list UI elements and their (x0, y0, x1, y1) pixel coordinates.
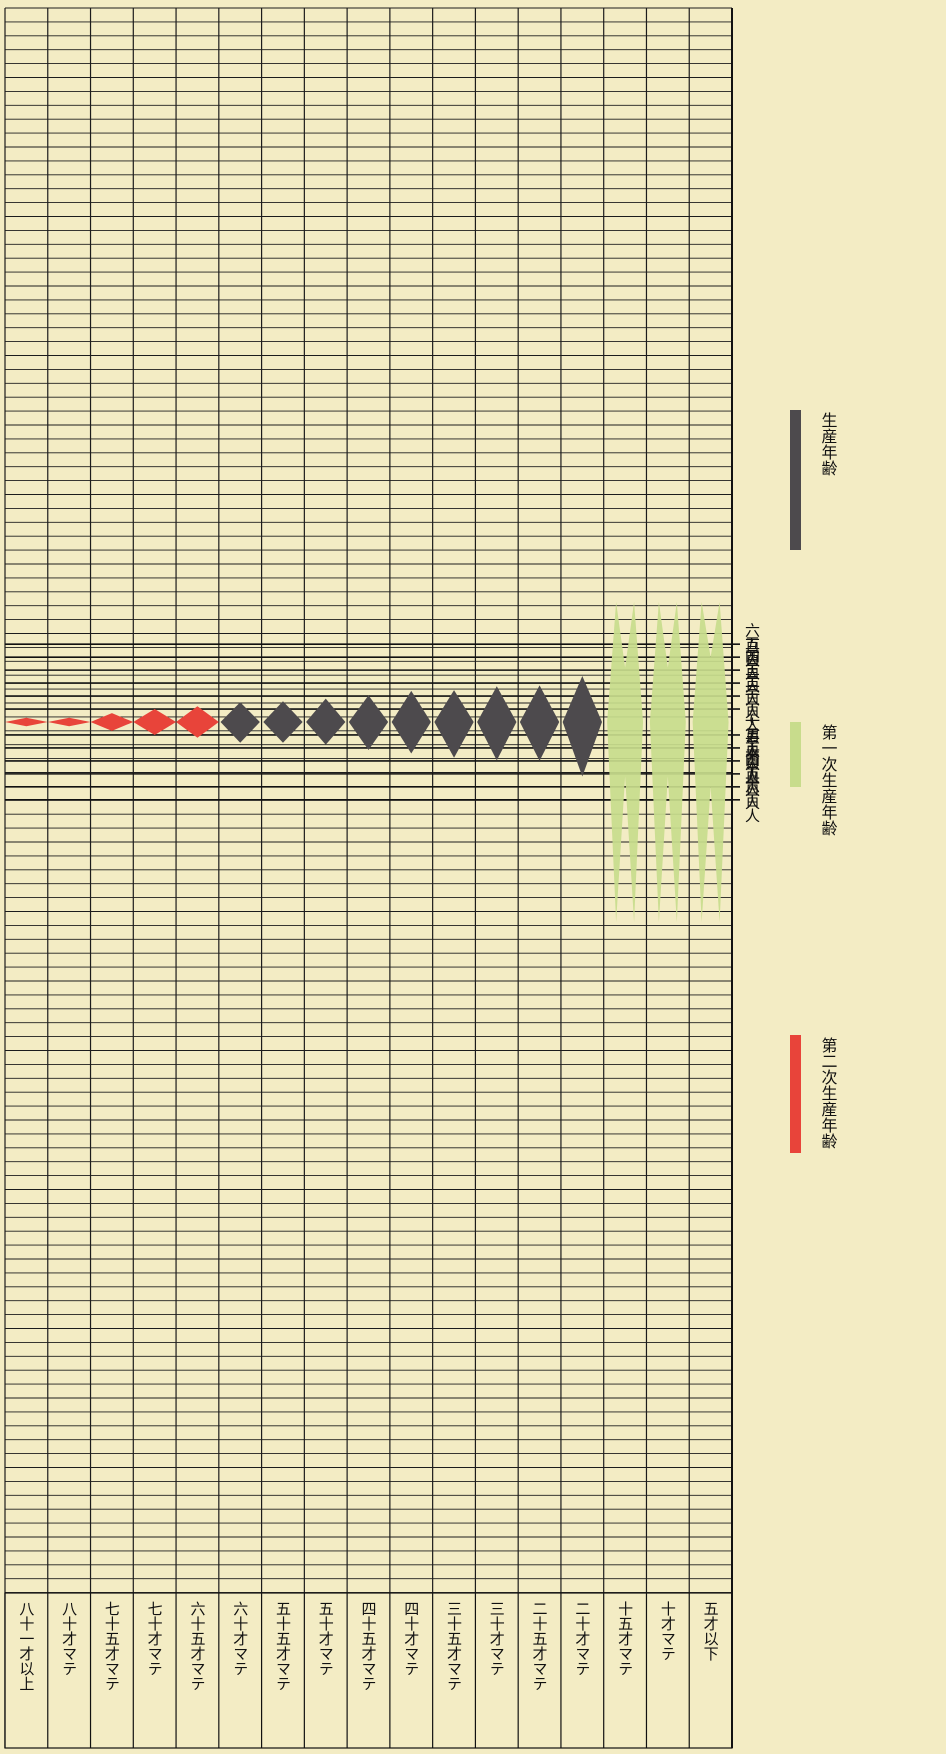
green-spindle-16 (692, 602, 729, 922)
axis-tick-label: 一百人 (743, 713, 761, 758)
category-label: 六十五才マテ (188, 1601, 206, 1691)
axis-tick-label: 六百人 (743, 622, 761, 667)
red-diamond-4 (176, 706, 219, 738)
axis-tick-label: 五百人 (743, 635, 761, 680)
category-label: 八十才マテ (60, 1601, 78, 1676)
dark-spindle-12 (519, 685, 560, 761)
category-label: 三十才マテ (488, 1601, 506, 1676)
dark-spindle-7 (306, 698, 346, 745)
axis-tick-label: 六百人 (743, 778, 761, 823)
axis-tick-label: 三百人 (743, 739, 761, 784)
axis-tick-label: 二百人 (743, 674, 761, 719)
green-spindle-14 (607, 602, 644, 922)
category-label: 二十五才マテ (531, 1601, 549, 1691)
dark-spindle-6 (263, 701, 303, 743)
red-diamond-3 (133, 709, 177, 735)
category-label: 四十才マテ (402, 1601, 420, 1676)
dark-spindle-5 (220, 702, 260, 743)
legend-swatch-0 (790, 410, 801, 550)
category-label: 二十才マテ (573, 1601, 591, 1676)
legend-label-2: 第二次生産年齢 (819, 1037, 838, 1149)
axis-tick-label: 四百人 (743, 752, 761, 797)
category-label: 十五才マテ (616, 1601, 634, 1676)
axis-tick-label: 二百人 (743, 726, 761, 771)
category-label: 七十才マテ (146, 1601, 164, 1676)
axis-tick-label: 五百人 (743, 765, 761, 810)
axis-tick-label: 一百人 (743, 687, 761, 732)
legend-swatch-2 (790, 1035, 801, 1153)
axis-tick-label: 三百人 (743, 661, 761, 706)
center-label-female: (女) (744, 730, 760, 776)
axis-tick-label: 四百人 (743, 648, 761, 693)
dark-spindle-8 (348, 695, 389, 751)
label-strip (4, 1592, 733, 1749)
category-label: 四十五才マテ (360, 1601, 378, 1691)
category-label: 七十五才マテ (103, 1601, 121, 1691)
green-spindle-15 (649, 602, 686, 922)
category-label: 十才マテ (659, 1601, 677, 1661)
legend-label-0: 生産年齢 (819, 412, 838, 476)
center-label-male: (男) (744, 712, 760, 758)
dark-spindle-10 (434, 690, 474, 758)
category-label: 六十才マテ (231, 1601, 249, 1676)
dark-spindle-11 (477, 686, 517, 761)
category-label: 八十一才以上 (17, 1601, 35, 1691)
legend-label-1: 第一次生産年齢 (819, 724, 838, 836)
category-label: 五才以下 (702, 1601, 720, 1661)
category-label: 三十五才マテ (445, 1601, 463, 1691)
red-diamond-0 (5, 717, 48, 727)
category-label: 五十五才マテ (274, 1601, 292, 1691)
dark-spindle-9 (391, 690, 431, 754)
legend-swatch-1 (790, 722, 801, 787)
red-diamond-1 (47, 717, 91, 727)
dark-spindle-13 (562, 675, 602, 777)
red-diamond-2 (90, 713, 134, 731)
category-label: 五十才マテ (317, 1601, 335, 1676)
